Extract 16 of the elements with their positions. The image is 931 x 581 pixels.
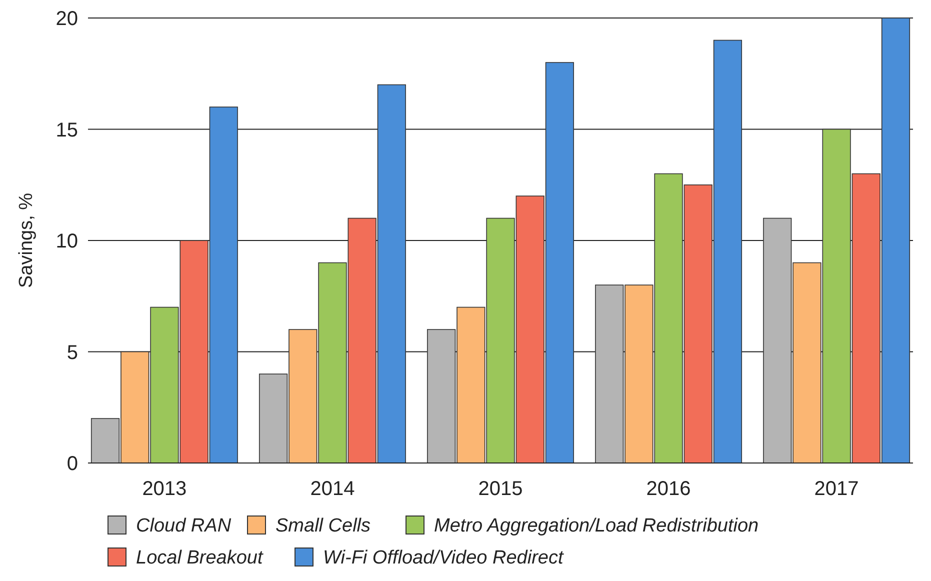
legend-label: Local Breakout — [136, 548, 264, 569]
y-tick-label: 5 — [66, 342, 78, 364]
y-tick-label: 15 — [56, 119, 78, 142]
x-tick-label: 2015 — [478, 478, 523, 500]
legend-label: Wi-Fi Offload/Video Redirect — [323, 548, 564, 569]
y-tick-label: 0 — [66, 453, 78, 475]
x-tick-label: 2013 — [142, 478, 187, 500]
y-tick-label: 20 — [56, 8, 78, 30]
legend-label: Cloud RAN — [136, 516, 232, 537]
x-tick-label: 2016 — [646, 478, 691, 500]
x-tick-label: 2017 — [814, 478, 859, 500]
y-axis-title: Savings, % — [16, 192, 37, 288]
legend-label: Small Cells — [276, 516, 372, 537]
legend-label: Metro Aggregation/Load Redistribution — [434, 516, 759, 537]
x-tick-label: 2014 — [310, 478, 355, 500]
y-tick-label: 10 — [56, 230, 78, 252]
